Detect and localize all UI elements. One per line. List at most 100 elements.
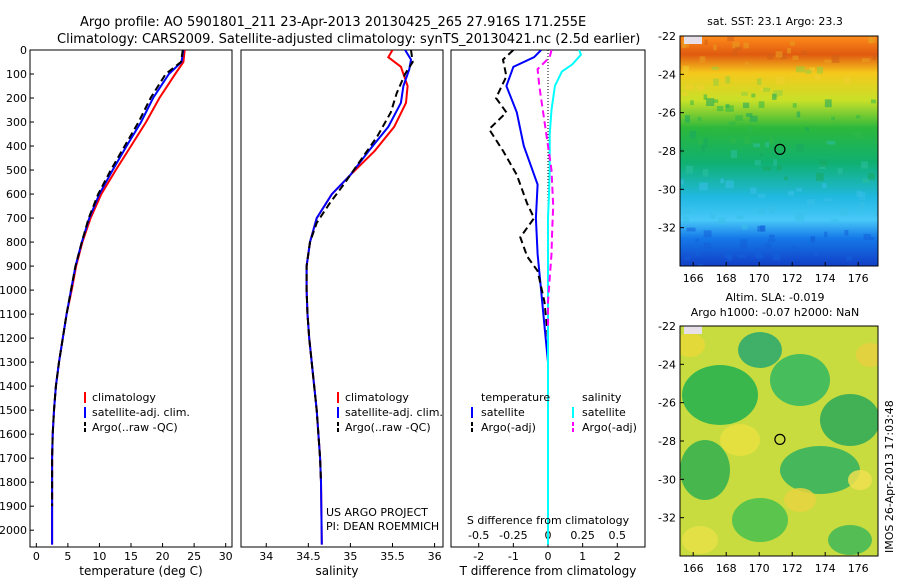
- sst-cell: [695, 249, 701, 257]
- sst-cell: [737, 254, 746, 259]
- sst-cell: [706, 98, 715, 107]
- sst-cell: [807, 198, 815, 206]
- sst-cell: [796, 143, 805, 152]
- sst-cell: [697, 84, 705, 91]
- sst-cell: [682, 65, 689, 73]
- sst-cell: [732, 49, 738, 56]
- sst-cell: [765, 141, 770, 148]
- sst-cell: [757, 78, 762, 85]
- depth-tick-labels: 0 100 200 300 400 500 600 700 800 900 1000 1100 1200…: [0, 44, 34, 537]
- s-difference-tick-label: 0.5: [609, 529, 627, 542]
- sst-cell: [796, 111, 801, 118]
- t-difference-xlabel: T difference from climatology: [459, 564, 637, 578]
- sst-cell: [769, 234, 775, 239]
- map-lat-tick-label: -30: [658, 183, 676, 196]
- sst-cell: [755, 253, 764, 259]
- sst-cell: [750, 187, 757, 195]
- sst-cell: [725, 105, 734, 112]
- sst-cell: [874, 210, 878, 216]
- map-lat-tick-label: -32: [658, 222, 676, 235]
- map-lon-tick-label: 174: [815, 272, 836, 285]
- sst-cell: [740, 239, 748, 246]
- depth-tick-label: 600: [6, 188, 27, 201]
- sst-cell: [760, 87, 764, 91]
- difference-legend-label: satellite: [481, 406, 525, 419]
- map-lon-tick-label: 168: [716, 562, 737, 575]
- temperature-lines: [51, 50, 186, 545]
- s-difference-tick-labels: -0.5 -0.25 0 0.25 0.5: [468, 529, 626, 542]
- depth-tick-label: 1400: [0, 380, 27, 393]
- salinity-series-black: [305, 50, 414, 483]
- depth-tick-label: 1000: [0, 284, 27, 297]
- depth-tick-label: 500: [6, 164, 27, 177]
- sst-cell: [787, 191, 794, 196]
- sst-cell: [824, 99, 832, 108]
- sla-blob: [732, 498, 788, 542]
- salinity-legend-label: satellite-adj. clim.: [345, 406, 443, 419]
- sst-cell: [703, 94, 708, 100]
- sla-blob: [720, 424, 760, 456]
- sst-cell: [786, 48, 791, 54]
- difference-legend-label: satellite: [582, 406, 626, 419]
- sst-cell: [751, 93, 756, 98]
- sst-map-tick-labels: 166 168 170 172 174 176 -22 -24 -26 -28 -30 -32: [658, 30, 869, 285]
- temperature-panel: 0100200300400500600700800900100011001200…: [0, 44, 233, 578]
- sst-cell: [824, 59, 832, 64]
- sst-cell: [720, 178, 725, 184]
- sst-cell: [801, 50, 808, 55]
- sst-cell: [859, 191, 866, 200]
- t-difference-tick-label: 0: [545, 550, 552, 563]
- sst-cell: [775, 51, 783, 58]
- sst-cell: [682, 41, 690, 48]
- sst-cell: [730, 138, 737, 144]
- sst-cell: [868, 36, 873, 44]
- sla-blob: [856, 343, 878, 367]
- difference-panel: -2 -1 0 1 2 -0.5 -0.25 0 0.25 0.5 temperature sal…: [450, 49, 646, 578]
- sst-cell: [810, 237, 815, 241]
- map-lon-tick-label: 168: [716, 272, 737, 285]
- temperature-tick-label: 0: [33, 550, 40, 563]
- temperature-series-black: [51, 50, 184, 507]
- sla-blob: [828, 525, 872, 555]
- map-lon-tick-label: 166: [683, 272, 704, 285]
- sst-cell: [863, 233, 872, 241]
- map-lat-tick-label: -24: [658, 68, 676, 81]
- temperature-legend: climatology satellite-adj. clim. Argo(..ra…: [84, 391, 190, 434]
- sst-cell: [816, 76, 821, 81]
- sst-map-title: sat. SST: 23.1 Argo: 23.3: [707, 15, 843, 28]
- map-lat-tick-label: -30: [658, 473, 676, 486]
- sla-map-panel: Altim. SLA: -0.019 Argo h1000: -0.07 h20…: [658, 291, 879, 575]
- depth-tick-label: 1700: [0, 452, 27, 465]
- sla-land-patch: [684, 326, 702, 334]
- sst-cell: [683, 216, 689, 224]
- sst-cell: [753, 143, 761, 148]
- sst-cell: [689, 130, 697, 139]
- sst-cell: [792, 246, 796, 251]
- temperature-tick-label: 15: [124, 550, 138, 563]
- sst-cell: [816, 66, 823, 74]
- s-difference-tick-label: -0.25: [499, 529, 527, 542]
- sst-cell: [725, 180, 734, 189]
- sst-cell: [701, 145, 705, 153]
- sst-cell: [725, 253, 731, 259]
- temperature-legend-label: Argo(..raw -QC): [92, 421, 178, 434]
- salinity-tick-label: 35: [343, 550, 357, 563]
- sst-cell: [867, 172, 875, 180]
- salinity-tick-label: 34.5: [296, 550, 321, 563]
- sst-cell: [809, 67, 815, 71]
- sst-field: [680, 36, 878, 266]
- sst-cell: [684, 115, 690, 123]
- temperature-xlabel: temperature (deg C): [79, 564, 202, 578]
- sst-cell: [796, 188, 803, 192]
- map-lat-tick-label: -28: [658, 435, 676, 448]
- sst-cell: [851, 131, 860, 136]
- salinity-tick-labels: 34 34.5 35 35.5 36: [259, 543, 442, 563]
- sst-cell: [698, 138, 702, 145]
- sst-cell: [718, 217, 726, 225]
- temperature-legend-label: climatology: [92, 391, 156, 404]
- t-difference-tick-label: -1: [508, 550, 519, 563]
- temperature-tick-label: 30: [219, 550, 233, 563]
- temperature-tick-label: 5: [64, 550, 71, 563]
- difference-legend: temperature salinity satellite Argo(-adj) sa…: [471, 391, 637, 434]
